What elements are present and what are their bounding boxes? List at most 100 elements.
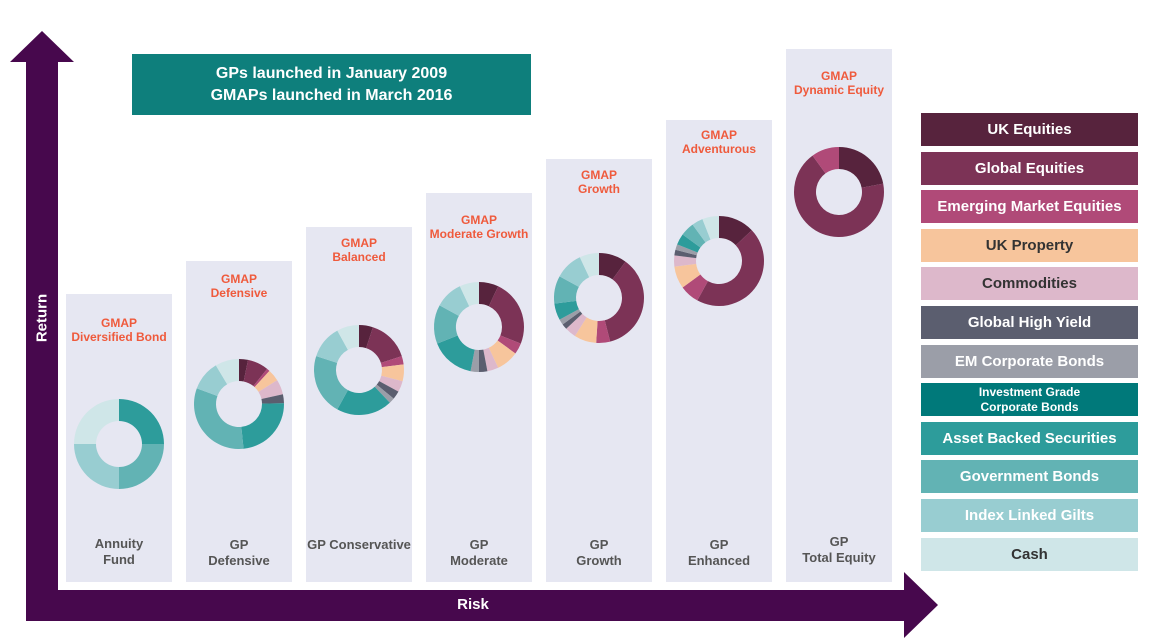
portfolio-name-line-2: Fund: [103, 552, 135, 567]
donut-slice: [470, 349, 479, 372]
legend-label: Emerging Market Equities: [937, 198, 1122, 216]
donut-slice: [812, 147, 839, 174]
donut-slice: [337, 386, 390, 415]
gmap-title-line-2: Diversified Bond: [71, 330, 167, 344]
donut-slice: [674, 249, 697, 259]
portfolio-name: Annuity Fund: [66, 536, 172, 568]
donut-slice: [74, 444, 119, 489]
portfolio-name-line-2: Enhanced: [687, 553, 751, 568]
portfolio-name-line-1: Annuity: [94, 536, 144, 551]
donut-slice: [258, 380, 283, 399]
portfolio-name: GP Total Equity: [786, 534, 892, 566]
legend-label: UK Equities: [987, 121, 1072, 138]
legend-label-line-2: Corporate Bonds: [980, 399, 1079, 414]
donut-slice: [196, 365, 228, 397]
gmap-title-line-1: GMAP: [341, 236, 377, 250]
portfolio-column: GMAP Moderate Growth GP Moderate: [426, 193, 532, 582]
donut-slice: [674, 263, 701, 288]
donut-slice: [479, 349, 488, 372]
donut-slice: [316, 330, 348, 363]
donut-slice: [380, 356, 404, 368]
legend-item: Emerging Market Equities: [921, 190, 1138, 224]
gmap-title: GMAP Adventurous: [666, 128, 772, 156]
legend-label: UK Property: [985, 236, 1074, 254]
legend-item: Asset Backed Securities: [921, 421, 1138, 455]
donut-slice: [677, 234, 701, 253]
donut-slice: [497, 335, 521, 354]
legend-item: Index Linked Gilts: [921, 499, 1138, 532]
legend-item: UK Property: [921, 228, 1138, 262]
legend-label: Global Equities: [974, 159, 1085, 177]
portfolio-name: GP Moderate: [426, 537, 532, 569]
gmap-title-line-1: GMAP: [701, 128, 737, 142]
donut-slice: [599, 253, 626, 280]
donut-slice: [439, 286, 470, 316]
donut-slice: [381, 364, 404, 382]
banner-line-1: GPs launched in January 2009: [215, 64, 448, 82]
legend-item: EM Corporate Bonds: [921, 344, 1138, 378]
portfolio-name-line-2: GP Conservative: [307, 537, 411, 552]
gmap-title: GMAP Diversified Bond: [66, 316, 172, 344]
donut-slice: [554, 300, 579, 320]
gmap-title: GMAP Moderate Growth: [426, 213, 532, 241]
donut-slice: [675, 244, 698, 256]
donut-slice: [261, 394, 284, 404]
portfolio-name-line-1: GP: [829, 534, 849, 549]
donut-slice: [379, 375, 403, 392]
y-axis-arrow: [10, 31, 74, 590]
donut-slice: [566, 313, 587, 336]
donut-slice: [254, 370, 278, 392]
donut-slice: [194, 388, 244, 450]
donut-slice: [682, 274, 708, 301]
donut-slice: [559, 257, 590, 287]
portfolio-name-line-1: GP: [709, 537, 729, 552]
legend-item: Government Bonds: [921, 460, 1138, 494]
donut-slice: [313, 356, 348, 410]
legend-label: Index Linked Gilts: [964, 507, 1095, 524]
gmap-title-line-2: Adventurous: [681, 142, 756, 156]
x-axis-arrow: [26, 572, 938, 638]
portfolio-column: GMAP Dynamic Equity GP Total Equity: [786, 49, 892, 582]
portfolio-name-line-2: Defensive: [208, 553, 270, 568]
donut-slice: [682, 224, 706, 248]
donut-slice: [839, 147, 884, 188]
donut-slice: [559, 309, 581, 325]
portfolio-name-line-1: GP: [469, 537, 489, 552]
legend-item: Commodities: [921, 267, 1138, 301]
donut-slice: [697, 230, 765, 306]
donut-slice: [374, 384, 394, 403]
gmap-title-line-2: Dynamic Equity: [793, 83, 885, 97]
gmap-title-line-1: GMAP: [821, 69, 857, 83]
legend-item: Investment Grade Corporate Bonds: [921, 383, 1138, 417]
donut-slice: [359, 325, 373, 349]
gmap-title-line-2: Moderate Growth: [429, 227, 529, 241]
portfolio-name: GP Growth: [546, 537, 652, 569]
gmap-title-line-2: Balanced: [332, 250, 386, 264]
gmap-title-line-2: Defensive: [210, 286, 268, 300]
portfolio-name-line-1: GP: [589, 537, 609, 552]
donut-slice: [483, 347, 499, 372]
portfolio-name: GP Enhanced: [666, 537, 772, 569]
launch-banner: GPs launched in January 2009 GMAPs launc…: [132, 54, 531, 115]
donut-slice: [674, 255, 697, 267]
donut-slice: [488, 340, 516, 368]
donut-slice: [719, 216, 752, 246]
gmap-title: GMAP Defensive: [186, 272, 292, 300]
gmap-title-line-1: GMAP: [461, 213, 497, 227]
portfolio-name: GP Defensive: [186, 537, 292, 569]
gmap-title-line-1: GMAP: [581, 168, 617, 182]
legend-label: Global High Yield: [967, 314, 1092, 331]
portfolio-name: GP Conservative: [306, 537, 412, 553]
donut-slice: [459, 282, 479, 307]
donut-slice: [434, 305, 459, 344]
donut-slice: [215, 359, 239, 385]
donut-slice: [366, 327, 402, 363]
portfolio-column: GMAP Growth GP Growth: [546, 159, 652, 582]
banner-line-2: GMAPs launched in March 2016: [210, 86, 453, 104]
donut-slice: [794, 155, 885, 237]
donut-slice: [241, 403, 285, 449]
portfolio-name-line-2: Growth: [576, 553, 622, 568]
